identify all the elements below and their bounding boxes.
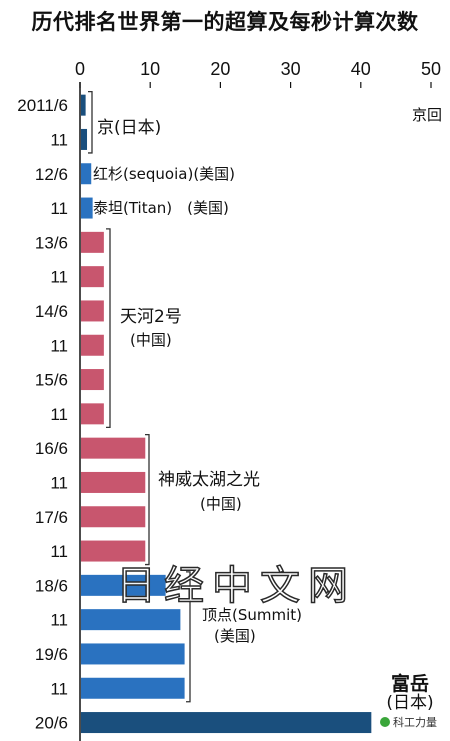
bar bbox=[81, 266, 104, 288]
category-label: 17/6 bbox=[35, 508, 68, 527]
category-label: 18/6 bbox=[35, 576, 68, 595]
bracket-summit bbox=[186, 571, 191, 703]
bar bbox=[81, 471, 146, 493]
category-label: 11 bbox=[50, 405, 68, 424]
watermark-text: 日经中文网 bbox=[115, 562, 356, 610]
x-tick-label: 0 bbox=[75, 59, 85, 79]
annotation-summit-name: 顶点(Summit) bbox=[202, 606, 302, 624]
corner-label: 京回 bbox=[412, 106, 442, 124]
bar bbox=[81, 643, 185, 665]
bar bbox=[81, 403, 104, 425]
bar bbox=[81, 677, 185, 699]
x-tick-label: 30 bbox=[281, 59, 301, 79]
category-label: 15/6 bbox=[35, 371, 68, 390]
category-label: 11 bbox=[50, 542, 68, 561]
bar bbox=[81, 128, 88, 150]
chart-title: 历代排名世界第一的超算及每秒计算次数 bbox=[31, 10, 419, 34]
bar bbox=[81, 574, 166, 596]
source-badge: 科工力量 bbox=[377, 713, 440, 731]
annotation-sunway-country: (中国) bbox=[200, 495, 242, 513]
category-label: 11 bbox=[50, 473, 68, 492]
category-label: 20/6 bbox=[35, 714, 68, 733]
category-label: 11 bbox=[50, 130, 68, 149]
x-tick-label: 40 bbox=[351, 59, 371, 79]
annotation-tianhe-name: 天河2号 bbox=[120, 307, 182, 327]
bar bbox=[81, 94, 86, 116]
x-tick-label: 50 bbox=[421, 59, 441, 79]
bar bbox=[81, 163, 92, 185]
bar bbox=[81, 609, 181, 631]
annotation-sequoia: 红杉(sequoia)(美国) bbox=[93, 165, 235, 183]
category-label: 11 bbox=[50, 611, 68, 630]
annotation-sunway-name: 神威太湖之光 bbox=[158, 470, 260, 490]
bracket-sunway bbox=[145, 434, 150, 566]
source-label: 科工力量 bbox=[393, 716, 437, 729]
bar bbox=[81, 506, 146, 528]
bar bbox=[81, 437, 146, 459]
bar bbox=[81, 540, 146, 562]
annotation-fugaku-name: 富岳 bbox=[391, 672, 429, 695]
category-label: 2011/6 bbox=[17, 96, 68, 115]
category-label: 11 bbox=[50, 679, 68, 698]
annotation-summit-country: (美国) bbox=[214, 627, 256, 645]
source-logo-icon bbox=[380, 717, 390, 727]
bar bbox=[81, 369, 104, 391]
category-label: 11 bbox=[50, 268, 68, 287]
annotation-fugaku-country: (日本) bbox=[386, 693, 433, 713]
x-tick-label: 10 bbox=[140, 59, 160, 79]
bracket-kei bbox=[88, 91, 93, 154]
bracket-tianhe bbox=[106, 228, 111, 428]
x-tick-label: 20 bbox=[210, 59, 230, 79]
category-label: 13/6 bbox=[35, 233, 68, 252]
category-label: 12/6 bbox=[35, 165, 68, 184]
category-label: 11 bbox=[50, 199, 68, 218]
category-label: 11 bbox=[50, 336, 68, 355]
bar bbox=[81, 231, 104, 253]
bar bbox=[81, 334, 104, 356]
category-label: 19/6 bbox=[35, 645, 68, 664]
bar bbox=[81, 197, 93, 219]
category-label: 14/6 bbox=[35, 302, 68, 321]
bar bbox=[81, 712, 372, 734]
annotation-tianhe-country: (中国) bbox=[130, 331, 172, 349]
category-label: 16/6 bbox=[35, 439, 68, 458]
annotation-titan: 泰坦(Titan) (美国) bbox=[93, 199, 229, 217]
bar bbox=[81, 300, 104, 322]
annotation-kei: 京(日本) bbox=[97, 118, 161, 138]
